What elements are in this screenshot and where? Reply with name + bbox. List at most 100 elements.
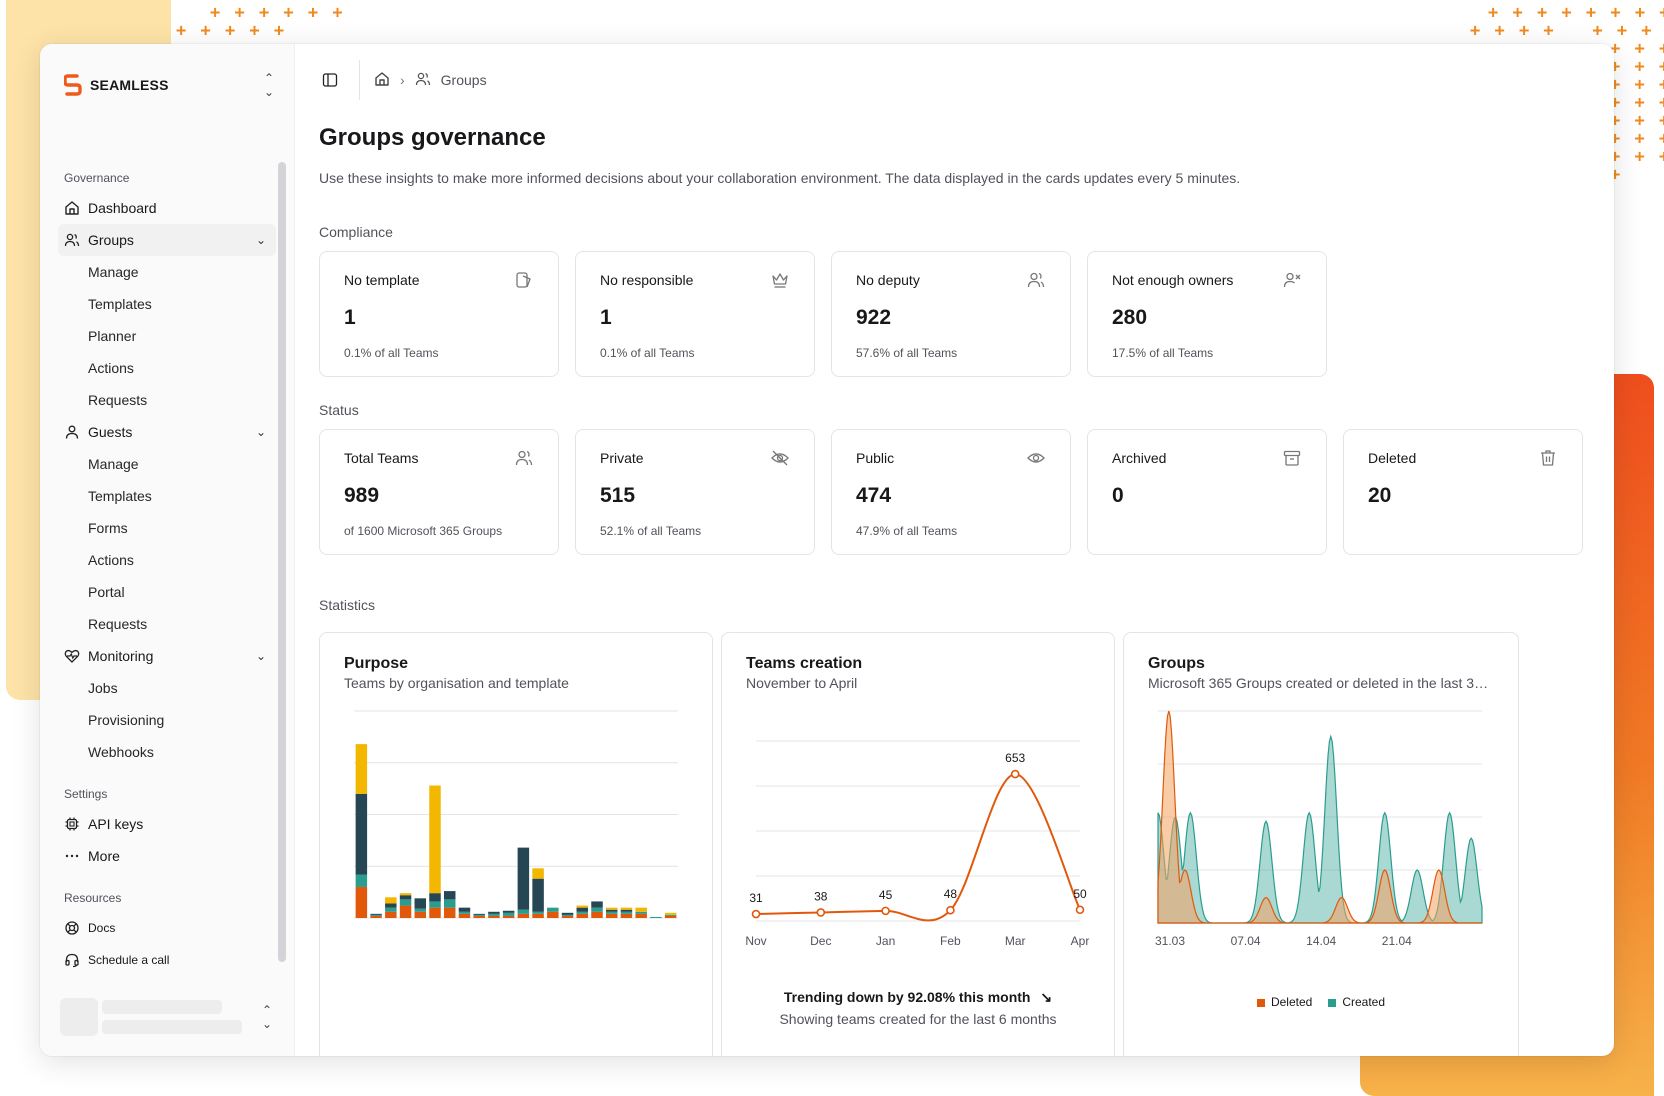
card-value: 280 <box>1112 306 1148 329</box>
sidebar-item-guests[interactable]: Guests ⌄ <box>58 416 276 448</box>
chevron-down-icon[interactable]: ⌄ <box>255 649 266 663</box>
sidebar-item-label: Groups <box>88 232 134 248</box>
sidebar-item-monitoring[interactable]: Monitoring ⌄ <box>58 640 276 672</box>
card-title: Deleted <box>1368 450 1417 466</box>
card-public[interactable]: Public 474 47.9% of all Teams <box>831 429 1071 555</box>
sidebar-item-dashboard[interactable]: Dashboard <box>58 192 276 224</box>
heart-pulse-icon <box>64 648 80 664</box>
section-compliance-label: Compliance <box>319 224 393 240</box>
sidebar-item-api-keys[interactable]: API keys <box>58 808 276 840</box>
users-icon <box>415 71 431 90</box>
chevron-right-icon: › <box>400 72 405 88</box>
card-value: 515 <box>600 484 636 507</box>
card-total-teams[interactable]: Total Teams 989 of 1600 Microsoft 365 Gr… <box>319 429 559 555</box>
sidebar-item-groups[interactable]: Groups ⌄ <box>58 224 276 256</box>
bar-segment <box>355 874 368 887</box>
x-tick-label: 07.04 <box>1231 934 1261 948</box>
sidebar-subitem-guests-templates[interactable]: Templates <box>88 488 152 504</box>
panel-left-icon <box>322 73 338 87</box>
bar-segment <box>370 913 382 915</box>
data-point <box>816 908 826 917</box>
legend-item-deleted[interactable]: Deleted <box>1256 995 1312 1009</box>
workspace-switcher[interactable]: SEAMLESS ⌃ ⌄ <box>64 70 274 100</box>
bar-segment <box>355 744 368 794</box>
bar-segment <box>502 912 515 916</box>
bar-segment <box>355 886 368 918</box>
sidebar-subitem-groups-manage[interactable]: Manage <box>88 264 139 280</box>
sidebar-subitem-groups-actions[interactable]: Actions <box>88 360 134 376</box>
bar-segment <box>399 905 412 918</box>
card-subtext: 0.1% of all Teams <box>600 346 695 360</box>
chevrons-up-down-icon[interactable]: ⌃ ⌄ <box>261 1003 272 1031</box>
bar-segment <box>532 913 544 918</box>
users-icon <box>64 232 80 248</box>
legend-item-created[interactable]: Created <box>1328 995 1385 1009</box>
sidebar-nav: Governance Dashboard Groups ⌄ Manage Tem… <box>58 168 276 976</box>
nav-section-settings: Settings <box>64 787 108 801</box>
sidebar-subitem-groups-templates[interactable]: Templates <box>88 296 152 312</box>
breadcrumb: › Groups <box>374 71 487 90</box>
sidebar-subitem-guests-forms[interactable]: Forms <box>88 520 128 536</box>
sidebar-subitem-monitoring-provisioning[interactable]: Provisioning <box>88 712 165 728</box>
users-icon <box>515 450 533 466</box>
page-title: Groups governance <box>319 124 546 151</box>
sidebar-item-more[interactable]: More <box>58 840 276 872</box>
user-menu[interactable]: ⌃ ⌄ <box>60 998 276 1036</box>
card-not-enough-owners[interactable]: Not enough owners 280 17.5% of all Teams <box>1087 251 1327 377</box>
divider <box>359 60 360 100</box>
decorative-plus-pattern: + + + + + + + + + + + + + + + + + + + + … <box>1610 39 1664 185</box>
bar-segment <box>561 915 574 918</box>
sidebar-subitem-guests-requests[interactable]: Requests <box>88 616 148 632</box>
sidebar-subitem-groups-requests[interactable]: Requests <box>88 392 148 408</box>
sidebar-subitem-guests-actions[interactable]: Actions <box>88 552 134 568</box>
sidebar-item-schedule-call[interactable]: Schedule a call <box>58 944 276 976</box>
x-tick-label: Feb <box>940 934 961 948</box>
bar-segment <box>429 907 441 918</box>
crown-icon <box>772 273 788 288</box>
chevron-down-icon[interactable]: ⌄ <box>255 233 266 247</box>
card-value: 0 <box>1112 484 1124 507</box>
bar-segment <box>517 913 530 918</box>
breadcrumb-current[interactable]: Groups <box>440 72 487 88</box>
sidebar-subitem-groups-planner[interactable]: Planner <box>88 328 137 344</box>
card-private[interactable]: Private 515 52.1% of all Teams <box>575 429 815 555</box>
chip-icon <box>64 816 80 832</box>
bar-segment <box>385 907 397 912</box>
data-point <box>1010 769 1020 779</box>
sidebar-subitem-guests-manage[interactable]: Manage <box>88 456 139 472</box>
more-horizontal-icon <box>64 848 80 864</box>
sidebar-subitem-monitoring-webhooks[interactable]: Webhooks <box>88 744 154 760</box>
sidebar-subitem-monitoring-jobs[interactable]: Jobs <box>88 680 118 696</box>
sidebar-subitem-guests-portal[interactable]: Portal <box>88 584 125 600</box>
bar-segment <box>605 911 618 914</box>
bar-segment <box>576 905 589 908</box>
data-point <box>1075 905 1085 915</box>
card-no-responsible[interactable]: No responsible 1 0.1% of all Teams <box>575 251 815 377</box>
card-no-template[interactable]: No template 1 0.1% of all Teams <box>319 251 559 377</box>
bar-segment <box>385 897 397 904</box>
chevron-down-icon[interactable]: ⌄ <box>255 425 266 439</box>
chart-title: Purpose <box>344 655 409 672</box>
chevrons-up-down-icon[interactable]: ⌃ ⌄ <box>263 71 274 99</box>
home-icon[interactable] <box>374 71 390 90</box>
chart-card-purpose: Purpose Teams by organisation and templa… <box>319 632 713 1056</box>
card-deleted[interactable]: Deleted 20 <box>1343 429 1583 555</box>
sidebar-scrollbar[interactable] <box>278 162 286 962</box>
card-archived[interactable]: Archived 0 <box>1087 429 1327 555</box>
data-label: 45 <box>879 888 893 902</box>
sidebar-toggle-button[interactable] <box>319 69 341 91</box>
card-title: No deputy <box>856 272 920 288</box>
sidebar-item-label: Monitoring <box>88 648 154 664</box>
data-label: 50 <box>1073 887 1087 901</box>
bar-segment <box>399 895 412 900</box>
avatar <box>60 998 98 1036</box>
sidebar-item-docs[interactable]: Docs <box>58 912 276 944</box>
section-statistics-label: Statistics <box>319 597 376 613</box>
card-subtext: 57.6% of all Teams <box>856 346 958 360</box>
chart-title: Groups <box>1148 655 1205 672</box>
bar-segment <box>399 893 412 896</box>
headset-icon <box>64 952 80 968</box>
sidebar-item-label: Guests <box>88 424 133 440</box>
card-no-deputy[interactable]: No deputy 922 57.6% of all Teams <box>831 251 1071 377</box>
bar-segment <box>502 910 515 913</box>
